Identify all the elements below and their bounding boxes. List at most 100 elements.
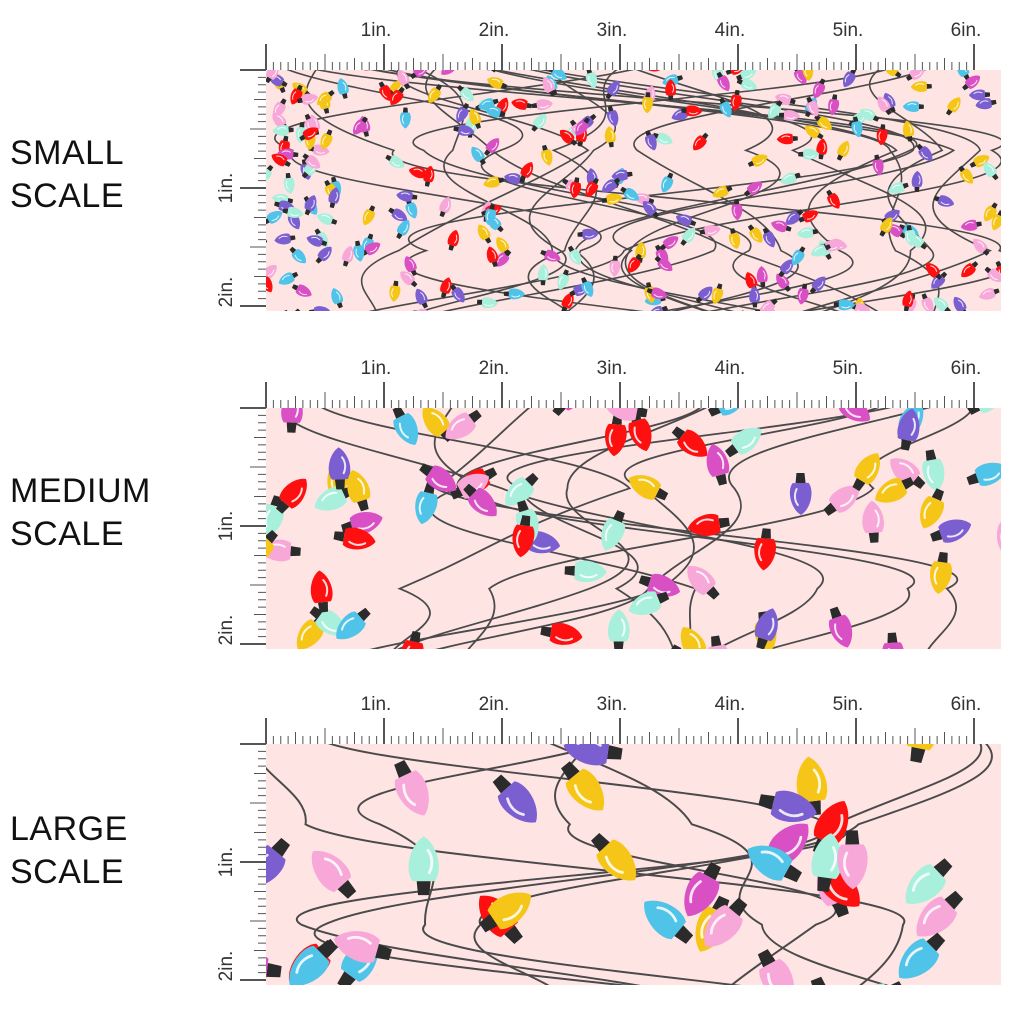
- light-bulb: [487, 77, 508, 89]
- light-bulb: [601, 510, 626, 551]
- light-bulb: [479, 892, 531, 933]
- bulbs: [266, 42, 1001, 311]
- light-bulb: [768, 100, 783, 119]
- ruler-tick-label: 2in.: [479, 694, 510, 715]
- light-bulb: [712, 185, 733, 198]
- light-bulb: [933, 195, 955, 207]
- light-bulb: [559, 129, 577, 146]
- light-bulb: [447, 229, 459, 251]
- large-scale-swatch: 1in. 2in. 3in. 4in. 5in. 6in. 1in. 2in.: [212, 686, 1012, 998]
- light-bulb: [328, 447, 351, 490]
- light-bulb: [602, 177, 621, 193]
- swatch-svg: 1in. 2in. 3in. 4in. 5in. 6in. 1in. 2in.: [216, 20, 1001, 311]
- swatch-svg: 1in. 2in. 3in. 4in. 5in. 6in. 1in. 2in.: [216, 694, 1001, 985]
- light-bulb: [642, 92, 653, 114]
- large-scale-label-line1: LARGE: [10, 810, 128, 848]
- light-bulb: [882, 632, 904, 649]
- light-bulb: [552, 408, 583, 416]
- light-bulb: [644, 130, 657, 151]
- light-bulb: [665, 79, 677, 101]
- light-bulb: [570, 177, 582, 199]
- light-bulb: [642, 201, 660, 219]
- light-bulb: [877, 96, 892, 116]
- light-bulb: [749, 286, 760, 308]
- light-bulb: [922, 449, 945, 492]
- light-bulb: [404, 256, 418, 277]
- ruler-tick-label: 3in.: [597, 20, 628, 41]
- ruler-tick-label: 3in.: [597, 358, 628, 379]
- light-bulb: [730, 89, 742, 111]
- light-bulb: [281, 408, 303, 433]
- light-bulb: [728, 228, 741, 250]
- light-bulb: [484, 204, 497, 225]
- light-bulb: [401, 631, 424, 649]
- light-bulb: [611, 169, 633, 181]
- light-bulb: [266, 70, 279, 84]
- top-ruler: 1in. 2in. 3in. 4in. 5in. 6in.: [265, 358, 981, 408]
- light-bulb: [675, 214, 697, 227]
- light-bulb: [756, 266, 768, 288]
- light-bulb: [591, 833, 636, 881]
- light-bulb: [564, 560, 607, 583]
- light-bulb: [392, 408, 418, 445]
- light-bulb: [754, 608, 778, 649]
- light-bulb: [612, 42, 632, 66]
- light-bulb: [747, 154, 768, 167]
- ruler-tick-label: 4in.: [715, 694, 746, 715]
- light-bulb: [289, 246, 307, 264]
- ruler-tick-label: 2in.: [216, 615, 237, 646]
- light-bulb: [440, 277, 452, 299]
- light-bulb: [604, 126, 616, 148]
- light-bulb: [984, 266, 1001, 282]
- light-bulb: [266, 164, 274, 183]
- light-bulb: [388, 207, 408, 222]
- light-bulb: [331, 288, 344, 309]
- light-bulb: [608, 609, 630, 649]
- light-bulb: [557, 269, 570, 290]
- light-bulb: [772, 50, 795, 71]
- light-bulb: [960, 219, 982, 231]
- ruler-tick-label: 2in.: [216, 277, 237, 308]
- light-bulb: [449, 473, 490, 500]
- light-bulb: [390, 86, 405, 106]
- light-bulb: [958, 165, 974, 184]
- light-bulb: [347, 470, 371, 512]
- light-bulb: [483, 176, 505, 188]
- light-bulb: [290, 84, 303, 105]
- light-bulb: [725, 70, 746, 75]
- light-bulb: [605, 408, 648, 421]
- light-bulb: [272, 124, 294, 136]
- light-bulb: [760, 298, 778, 311]
- ruler-tick-label: 2in.: [479, 358, 510, 379]
- light-bulb: [693, 132, 709, 151]
- light-bulb: [930, 519, 972, 543]
- light-bulb: [797, 227, 819, 239]
- ruler-tick-label: 6in.: [951, 20, 982, 41]
- light-bulb: [736, 78, 758, 91]
- light-bulb: [816, 138, 828, 160]
- light-bulb: [628, 475, 669, 501]
- medium-scale-label: MEDIUM SCALE: [10, 470, 151, 556]
- light-bulb: [811, 244, 831, 257]
- light-bulb: [309, 306, 331, 311]
- light-bulb: [898, 932, 946, 979]
- ruler-tick-label: 6in.: [951, 694, 982, 715]
- light-bulb: [825, 49, 848, 71]
- light-bulb: [731, 199, 743, 221]
- light-bulb: [930, 551, 952, 594]
- light-bulb: [757, 949, 795, 985]
- ruler-tick-label: 5in.: [833, 20, 864, 41]
- light-bulb: [456, 85, 474, 102]
- light-bulb: [953, 296, 968, 311]
- light-bulb: [921, 293, 934, 311]
- light-bulb: [336, 607, 371, 640]
- light-bulb: [814, 114, 832, 130]
- light-bulb: [811, 833, 843, 893]
- small-scale-label-line2: SCALE: [10, 177, 124, 215]
- light-bulb: [828, 606, 853, 648]
- lights-pattern: [266, 744, 1001, 985]
- light-bulb: [394, 759, 429, 816]
- light-bulb: [306, 235, 328, 247]
- light-bulb: [680, 227, 696, 246]
- light-bulb: [342, 245, 354, 267]
